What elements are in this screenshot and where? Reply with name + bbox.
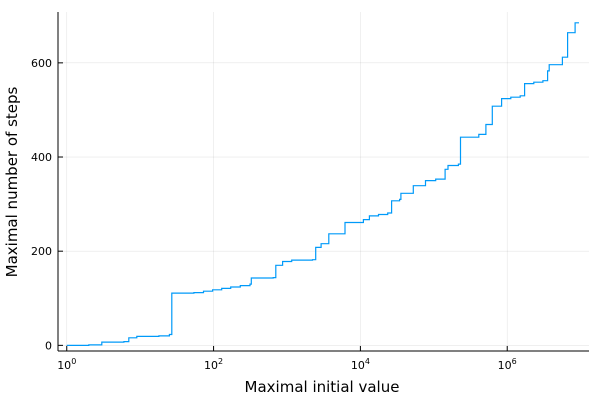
x-tick-label: 106 <box>498 357 517 372</box>
y-tick-label: 0 <box>45 339 52 352</box>
y-tick-labels: 0 200 400 600 <box>31 57 63 352</box>
x-axis-title: Maximal initial value <box>245 378 400 396</box>
x-tick-label: 104 <box>351 357 370 372</box>
series-line <box>66 22 579 346</box>
y-tick-label: 200 <box>31 245 52 258</box>
axes <box>57 12 589 352</box>
x-tick-label: 100 <box>57 357 76 372</box>
x-tick-label: 102 <box>204 357 223 372</box>
y-tick-label: 400 <box>31 151 52 164</box>
y-axis-title: Maximal number of steps <box>3 86 21 277</box>
series-layer <box>66 22 579 346</box>
x-tick-labels: 100 102 104 106 <box>57 346 517 372</box>
y-tick-label: 600 <box>31 57 52 70</box>
grid-lines <box>58 12 589 351</box>
